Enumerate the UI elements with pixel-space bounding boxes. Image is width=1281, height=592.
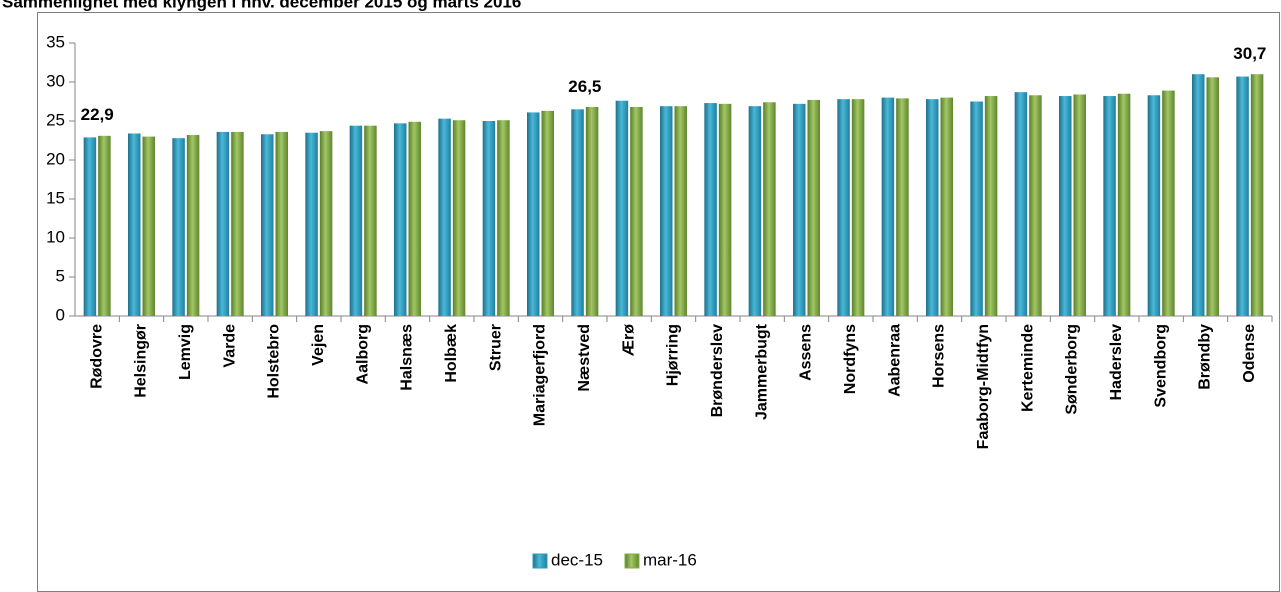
x-tick-label: Assens (798, 324, 815, 381)
x-tick-label: Aalborg (354, 324, 371, 384)
bar (1059, 96, 1072, 316)
bar (349, 125, 363, 317)
x-tick-label: Sønderborg (1064, 324, 1081, 415)
bar (896, 98, 909, 316)
y-tick-label: 30 (46, 71, 65, 90)
legend-label: mar-16 (643, 550, 697, 569)
bar (940, 97, 953, 316)
x-tick-label: Mariagerfjord (532, 324, 549, 426)
x-tick-label: Helsingør (133, 324, 150, 398)
bar (1206, 77, 1219, 316)
bar (1014, 92, 1028, 316)
bar (748, 106, 762, 317)
bar (408, 121, 421, 316)
x-tick-label: Holbæk (443, 324, 460, 383)
y-tick-label: 0 (56, 305, 65, 324)
bar (142, 136, 155, 316)
bar (718, 103, 732, 316)
x-tick-label: Struer (487, 324, 504, 371)
bar (1147, 95, 1161, 316)
chart-title: Sammenlignet med klyngen i hhv. december… (2, 0, 521, 11)
y-tick-label: 15 (46, 188, 65, 207)
x-tick-label: Faaborg-Midtfyn (975, 324, 992, 449)
bar (660, 106, 673, 317)
bar (837, 99, 850, 316)
x-tick-label: Hjørring (665, 324, 682, 386)
bar (1162, 90, 1175, 316)
bar (527, 112, 540, 316)
bar (585, 106, 599, 317)
bar (216, 131, 230, 316)
y-tick-label: 35 (46, 32, 65, 51)
bar (1250, 74, 1264, 316)
bar (275, 131, 288, 316)
legend-swatch (624, 553, 640, 569)
data-label: 30,7 (1233, 44, 1266, 63)
bar (1103, 96, 1116, 316)
bar (1073, 94, 1086, 316)
bar (674, 106, 687, 317)
x-tick-label: Haderslev (1108, 324, 1125, 401)
x-tick-label: Lemvig (177, 324, 194, 380)
bar (881, 97, 895, 316)
x-tick-label: Ærø (620, 324, 637, 356)
x-tick-label: Brønderslev (709, 324, 726, 417)
bar (615, 100, 629, 316)
x-tick-label: Næstved (576, 324, 593, 392)
bar (98, 135, 111, 316)
bar (851, 99, 865, 316)
x-tick-label: Odense (1241, 324, 1258, 383)
x-tick-label: Vejen (310, 324, 327, 366)
x-tick-label: Holstebro (266, 324, 283, 399)
y-tick-label: 5 (56, 266, 65, 285)
bar (364, 125, 377, 317)
bar (1192, 74, 1205, 316)
bar (83, 137, 97, 316)
x-tick-label: Nordfyns (842, 324, 859, 394)
x-tick-label: Horsens (931, 324, 948, 388)
bar (261, 134, 274, 316)
y-tick-label: 20 (46, 149, 65, 168)
bar (1029, 95, 1042, 316)
bar (452, 120, 466, 316)
x-tick-label: Svendborg (1152, 324, 1169, 408)
bar (926, 99, 939, 316)
legend-label: dec-15 (551, 550, 603, 569)
bar (172, 138, 185, 316)
bar (305, 132, 318, 316)
x-tick-label: Kerteminde (1019, 324, 1036, 412)
bar (807, 99, 820, 316)
x-tick-label: Rødovre (88, 324, 105, 389)
bar (231, 131, 244, 316)
bar (186, 135, 200, 316)
bar (497, 120, 510, 316)
bar (984, 96, 998, 316)
bar (763, 102, 776, 316)
bar (319, 131, 333, 316)
bar (482, 121, 496, 316)
bar (571, 109, 584, 316)
x-tick-label: Brøndby (1197, 324, 1214, 390)
x-tick-label: Halsnæs (399, 324, 416, 391)
data-label: 26,5 (568, 77, 601, 96)
y-tick-label: 25 (46, 110, 65, 129)
bar (1117, 93, 1131, 316)
bar (541, 110, 554, 316)
data-label: 22,9 (81, 105, 114, 124)
bar (704, 103, 717, 316)
x-tick-label: Varde (221, 324, 238, 368)
bar (630, 106, 643, 317)
bar (438, 118, 451, 316)
y-tick-label: 10 (46, 227, 65, 246)
bar (970, 101, 983, 316)
bar (394, 123, 407, 316)
bar (1236, 76, 1249, 316)
bar (128, 133, 141, 316)
x-tick-label: Jammerbugt (753, 323, 770, 420)
x-tick-label: Aabenraa (886, 324, 903, 397)
bar (793, 103, 806, 316)
legend-swatch (532, 553, 548, 569)
